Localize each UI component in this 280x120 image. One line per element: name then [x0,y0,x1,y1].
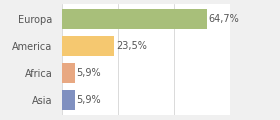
Text: 64,7%: 64,7% [208,14,239,24]
Bar [62,36,114,56]
Text: 23,5%: 23,5% [116,41,147,51]
Bar [62,63,75,83]
Bar [62,9,207,29]
Text: 5,9%: 5,9% [77,68,101,78]
Text: 5,9%: 5,9% [77,95,101,105]
Bar [62,90,75,110]
